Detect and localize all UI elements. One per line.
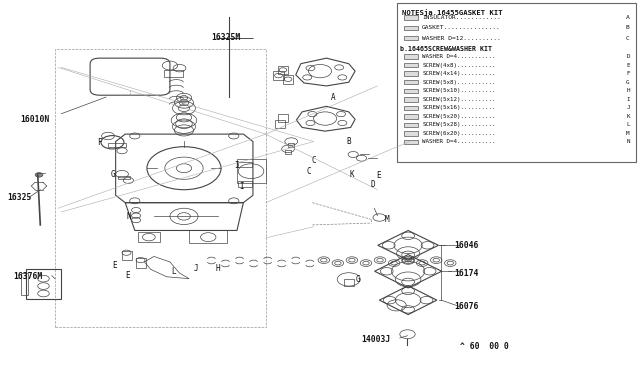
Text: E: E (376, 171, 381, 180)
Text: H: H (626, 88, 630, 93)
Bar (275, 121, 285, 128)
Text: K: K (349, 170, 355, 179)
Text: E: E (112, 261, 116, 270)
Text: M: M (626, 131, 630, 136)
Text: A: A (626, 15, 630, 20)
Text: 16325M: 16325M (211, 33, 241, 42)
Text: SCREW(5x28)..........: SCREW(5x28).......... (422, 122, 495, 127)
Text: SCREW(5x16)..........: SCREW(5x16).......... (422, 105, 495, 110)
Bar (288, 142, 294, 147)
Text: 16174: 16174 (454, 269, 479, 278)
Text: INSULATOR............: INSULATOR............ (422, 15, 501, 20)
Text: D: D (370, 180, 374, 189)
Text: L: L (171, 267, 175, 276)
Text: G: G (626, 80, 630, 85)
Bar (404, 114, 419, 119)
Bar (138, 232, 161, 241)
Text: N: N (626, 140, 630, 144)
Text: N: N (126, 212, 131, 221)
Bar (404, 63, 419, 67)
Text: F: F (626, 71, 630, 76)
Bar (118, 176, 131, 179)
Bar (238, 161, 252, 167)
Text: NOTESja.16455GASKET KIT: NOTESja.16455GASKET KIT (402, 9, 502, 16)
Text: 16325: 16325 (7, 193, 31, 202)
Text: SCREW(4x14)..........: SCREW(4x14).......... (422, 71, 495, 76)
Bar (404, 106, 419, 110)
Text: I: I (626, 97, 630, 102)
Text: SCREW(6x20)..........: SCREW(6x20).......... (422, 131, 495, 136)
Bar (21, 273, 28, 295)
Text: WASHER D=4...........: WASHER D=4........... (422, 140, 495, 144)
Bar (136, 258, 146, 267)
Text: L: L (626, 122, 630, 127)
Text: 16076: 16076 (454, 302, 479, 311)
Text: ^ 60  00 0: ^ 60 00 0 (461, 341, 509, 350)
Text: WASHER D=12..........: WASHER D=12.......... (422, 36, 501, 41)
Bar (189, 231, 227, 243)
Bar (404, 26, 419, 30)
Bar (26, 269, 61, 299)
Bar (404, 140, 419, 144)
Bar (273, 71, 284, 80)
Bar (404, 97, 419, 102)
Text: E: E (125, 271, 129, 280)
Text: B: B (626, 25, 630, 30)
Text: G: G (356, 275, 360, 284)
Bar (404, 36, 419, 40)
Text: F: F (97, 138, 102, 147)
Text: GASKET...............: GASKET............... (422, 25, 501, 30)
Bar (397, 3, 636, 162)
Text: J: J (193, 264, 198, 273)
Bar (122, 251, 132, 260)
Bar (344, 279, 354, 286)
Text: SCREW(5x20)..........: SCREW(5x20).......... (422, 114, 495, 119)
Text: SCREW(5x10)..........: SCREW(5x10).......... (422, 88, 495, 93)
Bar (283, 75, 293, 84)
Text: M: M (385, 215, 389, 224)
Text: b.16465SCREW&WASHER KIT: b.16465SCREW&WASHER KIT (400, 46, 492, 52)
Text: C: C (311, 155, 316, 164)
Text: 14003J: 14003J (362, 335, 391, 344)
Text: J: J (626, 105, 630, 110)
Text: WASHER D=4...........: WASHER D=4........... (422, 54, 495, 59)
Bar (404, 54, 419, 59)
Text: C: C (626, 36, 630, 41)
Text: I: I (240, 182, 244, 190)
Text: E: E (626, 62, 630, 68)
Text: 16376M: 16376M (13, 272, 43, 281)
Bar (278, 114, 288, 122)
Bar (285, 150, 291, 154)
Text: SCREW(5x12)..........: SCREW(5x12).......... (422, 97, 495, 102)
Bar (237, 159, 266, 183)
Bar (108, 142, 126, 147)
Bar (404, 89, 419, 93)
Text: K: K (626, 114, 630, 119)
Text: C: C (307, 167, 312, 176)
Bar (55, 49, 266, 327)
Bar (404, 71, 419, 76)
Text: 16010N: 16010N (20, 115, 49, 124)
Text: I: I (235, 161, 239, 170)
Text: 16046: 16046 (454, 241, 479, 250)
Text: SCREW(5x8)...........: SCREW(5x8)........... (422, 80, 495, 85)
Bar (404, 15, 419, 20)
Text: G: G (110, 170, 115, 179)
Bar (404, 131, 419, 136)
Bar (404, 123, 419, 127)
Circle shape (35, 173, 43, 177)
Text: D: D (626, 54, 630, 59)
Bar (278, 65, 288, 74)
Bar (164, 70, 182, 77)
Text: A: A (330, 93, 335, 102)
Text: SCREW(4x8)...........: SCREW(4x8)........... (422, 62, 495, 68)
Bar (238, 181, 252, 187)
Text: H: H (216, 264, 220, 273)
Text: B: B (346, 137, 351, 146)
Bar (404, 80, 419, 84)
